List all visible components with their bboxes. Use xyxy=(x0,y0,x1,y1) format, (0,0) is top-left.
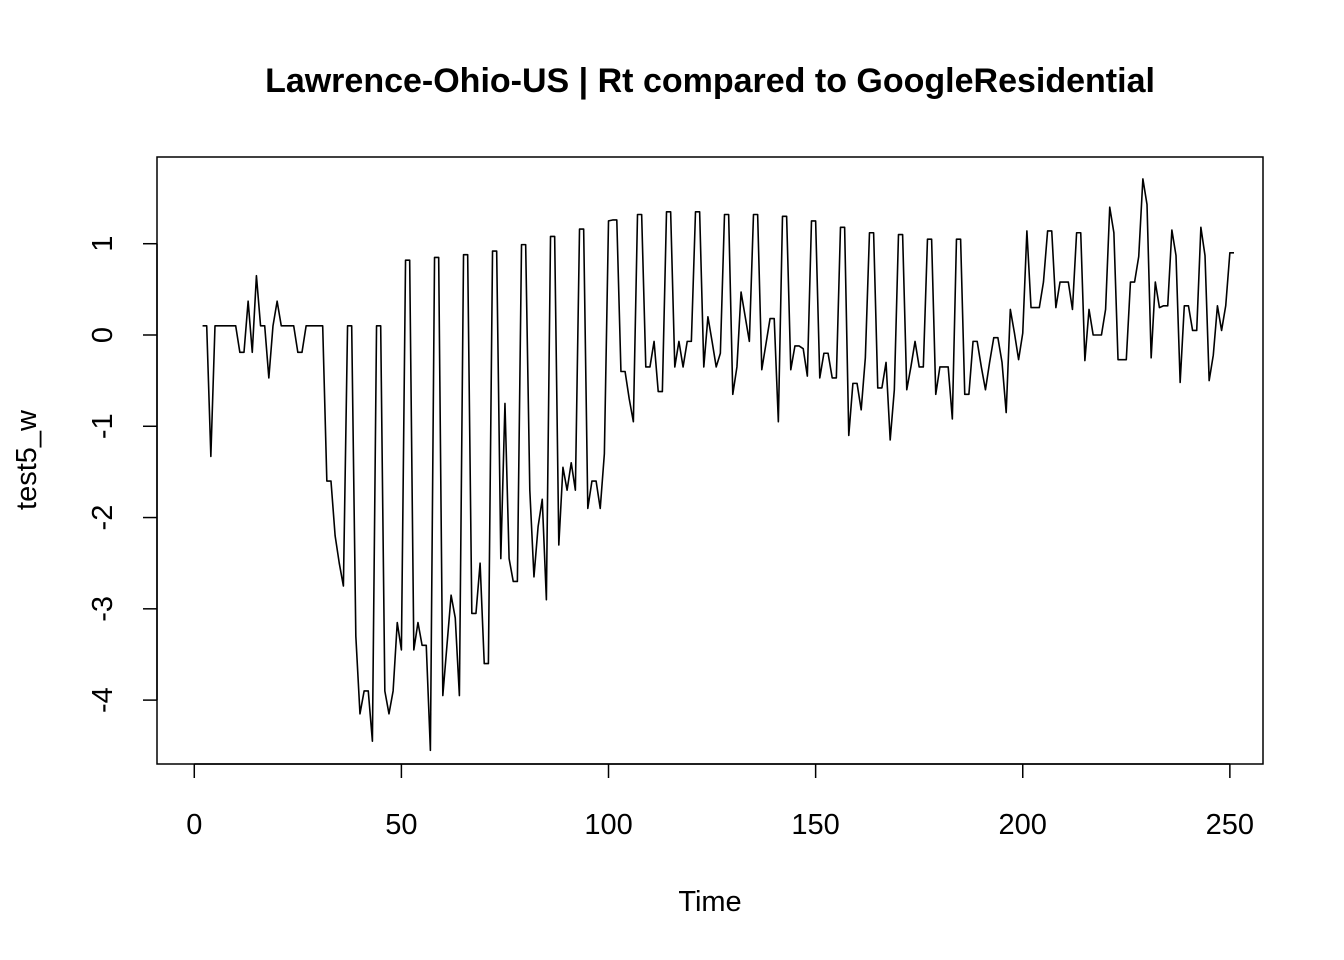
y-tick-label: -4 xyxy=(87,687,119,713)
y-tick-label: 1 xyxy=(87,236,119,252)
y-axis: -4 -3 -2 -1 0 1 xyxy=(87,236,158,713)
x-tick-label: 250 xyxy=(1206,809,1254,841)
x-tick-label: 150 xyxy=(791,809,839,841)
y-tick-label: -3 xyxy=(87,596,119,622)
plot-area-frame xyxy=(156,156,1264,765)
x-axis-label: Time xyxy=(678,886,741,918)
x-tick-label: 50 xyxy=(385,809,417,841)
chart-title: Lawrence-Ohio-US | Rt compared to Google… xyxy=(265,62,1155,100)
x-tick-label: 100 xyxy=(584,809,632,841)
y-tick-label: 0 xyxy=(87,327,119,343)
x-tick-label: 200 xyxy=(999,809,1047,841)
series-line-test5-w xyxy=(202,178,1234,752)
y-tick-label: -2 xyxy=(87,505,119,531)
y-axis-label: test5_w xyxy=(11,409,43,510)
y-tick-label: -1 xyxy=(87,413,119,439)
x-axis: 0 50 100 150 200 250 xyxy=(186,763,1254,841)
x-tick-label: 0 xyxy=(186,809,202,841)
